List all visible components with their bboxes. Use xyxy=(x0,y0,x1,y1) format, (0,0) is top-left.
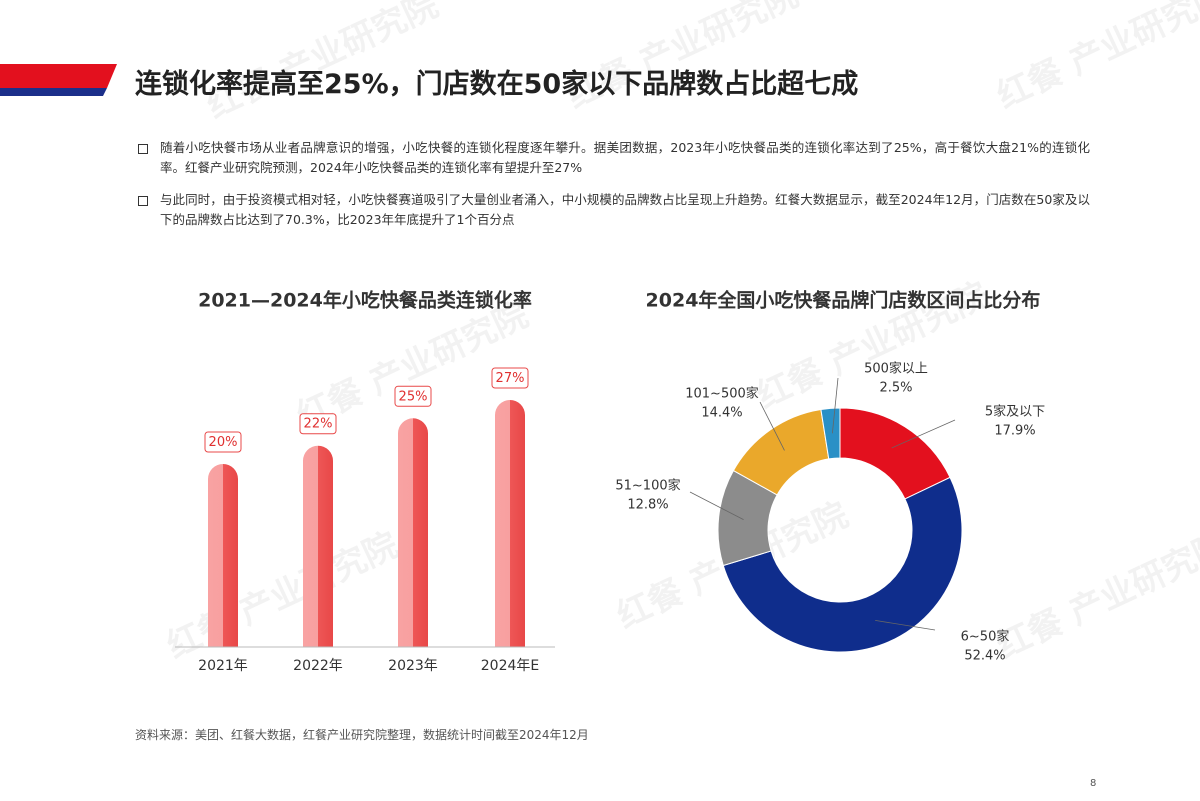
bullet: 随着小吃快餐市场从业者品牌意识的增强，小吃快餐的连锁化程度逐年攀升。据美团数据，… xyxy=(138,138,1090,178)
banner-blue xyxy=(0,88,107,96)
page-title: 连锁化率提高至25%，门店数在50家以下品牌数占比超七成 xyxy=(135,69,859,100)
leader-line xyxy=(759,401,785,451)
pie-slice xyxy=(820,407,841,460)
value-label: 22% xyxy=(304,417,333,432)
value-label: 25% xyxy=(399,389,428,404)
watermark: 红餐 产业研究院 xyxy=(991,0,1200,117)
bar xyxy=(495,400,525,647)
watermark: 红餐 产业研究院 xyxy=(991,525,1200,667)
value-label-box xyxy=(491,367,529,389)
leader-line xyxy=(831,377,839,434)
value-label-box xyxy=(299,413,337,435)
value-label-box xyxy=(394,385,432,407)
x-tick-label: 2021年 xyxy=(198,658,248,674)
slice-label: 500家以上 xyxy=(864,361,928,377)
slice-label: 51~100家 xyxy=(615,478,680,494)
slice-value-label: 14.4% xyxy=(701,406,742,421)
bar xyxy=(398,418,428,647)
pie-slice xyxy=(722,476,963,653)
x-tick-label: 2023年 xyxy=(388,658,438,674)
slice-value-label: 52.4% xyxy=(964,649,1005,664)
slice-label: 6~50家 xyxy=(961,629,1010,645)
banner-red xyxy=(0,64,117,88)
value-label: 20% xyxy=(209,435,238,450)
watermark: 红餐 产业研究院 xyxy=(161,525,404,667)
slice-value-label: 17.9% xyxy=(994,424,1035,439)
bar xyxy=(208,464,238,647)
x-tick-label: 2024年E xyxy=(481,658,539,674)
slice-label: 101~500家 xyxy=(685,386,759,402)
slice-value-label: 12.8% xyxy=(627,498,668,513)
bullet: 与此同时，由于投资模式相对轻，小吃快餐赛道吸引了大量创业者涌入，中小规模的品牌数… xyxy=(138,190,1090,230)
pie-chart-title: 2024年全国小吃快餐品牌门店数区间占比分布 xyxy=(646,289,1041,312)
value-label-box xyxy=(204,431,242,453)
slice-value-label: 2.5% xyxy=(879,381,912,396)
value-label: 27% xyxy=(496,371,525,386)
bar-chart-title: 2021—2024年小吃快餐品类连锁化率 xyxy=(198,289,532,312)
bar xyxy=(303,445,333,647)
page-number: 8 xyxy=(1090,778,1097,789)
leader-line xyxy=(891,419,956,449)
source-note: 资料来源：美团、红餐大数据，红餐产业研究院整理，数据统计时间截至2024年12月 xyxy=(135,728,589,742)
slice-label: 5家及以下 xyxy=(985,404,1045,420)
leader-line xyxy=(689,491,744,521)
x-tick-label: 2022年 xyxy=(293,658,343,674)
leader-line xyxy=(875,620,936,631)
